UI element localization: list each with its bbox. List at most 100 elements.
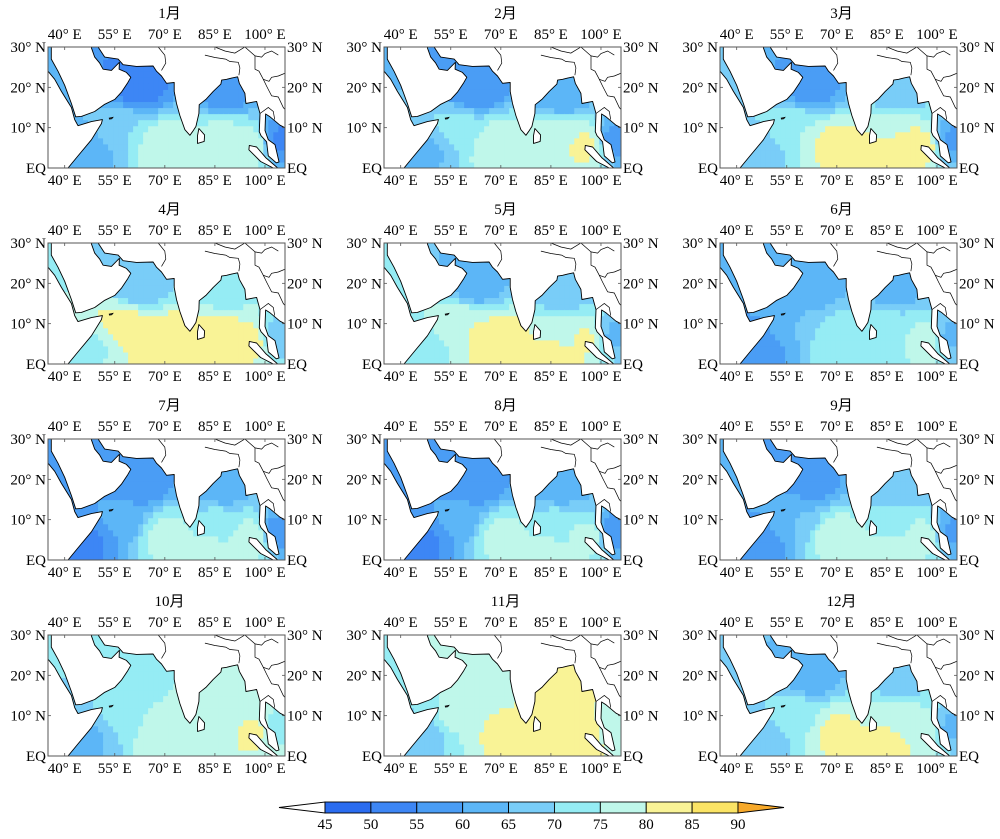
field-cell <box>233 95 239 103</box>
field-cell <box>504 279 510 286</box>
field-cell <box>163 291 169 299</box>
field-cell <box>880 137 886 145</box>
field-cell <box>233 333 239 341</box>
field-cell <box>534 357 540 364</box>
field-cell <box>564 303 570 311</box>
field-cell <box>459 101 465 109</box>
field-cell <box>404 297 410 305</box>
field-cell <box>865 143 871 151</box>
field-cell <box>188 131 194 139</box>
field-cell <box>730 77 736 84</box>
field-cell <box>233 137 239 145</box>
field-cell <box>158 303 164 311</box>
field-cell <box>589 321 595 329</box>
field-cell <box>609 327 615 335</box>
field-cell <box>569 77 575 84</box>
field-cell <box>128 149 134 157</box>
field-cell <box>760 155 766 163</box>
field-cell <box>198 101 204 109</box>
field-cell <box>825 119 831 127</box>
field-cell <box>148 309 154 317</box>
field-cell <box>429 351 435 359</box>
field-cell <box>168 291 174 299</box>
field-cell <box>138 273 144 280</box>
field-cell <box>133 71 139 78</box>
field-cell <box>444 357 450 364</box>
field-cell <box>153 345 159 353</box>
field-cell <box>569 309 575 317</box>
field-cell <box>128 267 134 274</box>
field-cell <box>479 101 485 109</box>
field-cell <box>790 95 796 103</box>
field-cell <box>484 131 490 139</box>
field-cell <box>469 351 475 359</box>
field-cell <box>599 143 605 151</box>
field-cell <box>574 285 580 292</box>
field-cell <box>584 321 590 329</box>
field-cell <box>584 113 590 121</box>
field-cell <box>103 125 109 133</box>
field-cell <box>83 357 89 364</box>
field-cell <box>203 119 209 127</box>
field-cell <box>489 149 495 157</box>
field-cell <box>188 327 194 335</box>
field-cell <box>554 125 560 133</box>
field-cell <box>564 77 570 84</box>
country-border <box>876 54 898 60</box>
field-cell <box>509 137 515 145</box>
field-cell <box>464 149 470 157</box>
field-cell <box>614 149 620 157</box>
field-cell <box>93 249 99 256</box>
field-cell <box>464 327 470 335</box>
lat-tick-label-left: 10° N <box>10 317 46 333</box>
field-cell <box>544 131 550 139</box>
field-cell <box>233 279 239 286</box>
field-cell <box>163 303 169 311</box>
field-cell <box>825 101 831 109</box>
field-cell <box>208 357 214 364</box>
field-cell <box>133 351 139 359</box>
field-cell <box>780 59 786 66</box>
field-cell <box>153 291 159 299</box>
field-cell <box>123 65 129 72</box>
field-cell <box>238 333 244 341</box>
field-cell <box>604 155 610 163</box>
field-cell <box>118 339 124 347</box>
field-cell <box>529 149 535 157</box>
field-cell <box>900 149 906 157</box>
field-cell <box>138 125 144 133</box>
field-cell <box>103 255 109 262</box>
field-cell <box>238 137 244 145</box>
field-cell <box>594 161 600 168</box>
field-cell <box>73 155 79 163</box>
field-cell <box>730 83 736 90</box>
field-cell <box>233 339 239 347</box>
field-cell <box>243 303 249 311</box>
field-cell <box>554 333 560 341</box>
field-cell <box>785 155 791 163</box>
field-cell <box>599 315 605 323</box>
field-cell <box>870 143 876 151</box>
field-cell <box>98 149 104 157</box>
field-cell <box>895 155 901 163</box>
field-cell <box>559 95 565 103</box>
country-border <box>157 47 167 71</box>
field-cell <box>875 143 881 151</box>
field-cell <box>108 101 114 109</box>
field-cell <box>108 357 114 364</box>
field-cell <box>885 131 891 139</box>
field-cell <box>444 113 450 121</box>
field-cell <box>148 339 154 347</box>
field-cell <box>233 321 239 329</box>
field-cell <box>910 137 916 145</box>
field-cell <box>283 321 285 329</box>
lon-tick-label-top: 70° E <box>820 27 854 43</box>
field-cell <box>153 143 159 151</box>
field-cell <box>424 149 430 157</box>
field-cell <box>514 321 520 329</box>
field-cell <box>800 101 806 109</box>
field-cell <box>459 89 465 96</box>
field-cell <box>143 351 149 359</box>
field-cell <box>108 137 114 145</box>
field-cell <box>880 107 886 115</box>
